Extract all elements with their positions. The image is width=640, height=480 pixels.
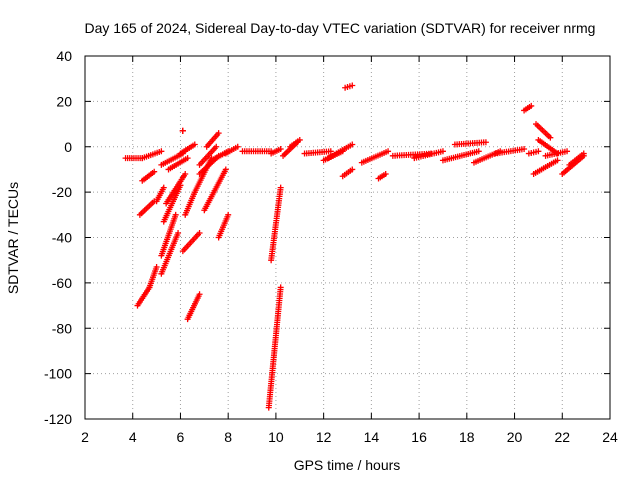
- data-point: [182, 170, 189, 177]
- data-point: [158, 148, 165, 155]
- y-tick-label: -120: [44, 411, 72, 427]
- data-point: [564, 148, 571, 155]
- data-point: [277, 146, 284, 153]
- data-point: [225, 211, 232, 218]
- x-tick-label: 2: [81, 429, 89, 445]
- data-point: [349, 166, 356, 173]
- data-point: [151, 168, 158, 175]
- data-point: [535, 148, 542, 155]
- y-tick-label: 20: [56, 93, 72, 109]
- x-axis-label: GPS time / hours: [294, 457, 401, 473]
- data-point: [196, 291, 203, 298]
- data-point: [179, 127, 186, 134]
- grid: [85, 56, 610, 419]
- x-tick-label: 24: [602, 429, 618, 445]
- y-tick-label: 0: [64, 139, 72, 155]
- y-tick-label: -80: [52, 320, 72, 336]
- data-point: [482, 139, 489, 146]
- data-point: [277, 284, 284, 291]
- x-axis-ticks: 2 4 6 8 10 12 14 16 18 20 22 24: [81, 56, 618, 445]
- data-point: [385, 148, 392, 155]
- data-point: [547, 134, 554, 141]
- data-point: [554, 157, 561, 164]
- data-point: [213, 143, 220, 150]
- x-tick-label: 12: [316, 429, 332, 445]
- y-tick-label: -60: [52, 275, 72, 291]
- x-tick-label: 4: [129, 429, 137, 445]
- x-tick-label: 8: [224, 429, 232, 445]
- data-point: [175, 229, 182, 236]
- plot-frame: [84, 55, 611, 420]
- data-point: [382, 170, 389, 177]
- x-tick-label: 16: [411, 429, 427, 445]
- x-tick-label: 22: [554, 429, 570, 445]
- data-point: [196, 229, 203, 236]
- data-point: [222, 166, 229, 173]
- data-point: [153, 263, 160, 270]
- data-point: [580, 150, 587, 157]
- x-tick-label: 18: [459, 429, 475, 445]
- data-point: [160, 184, 167, 191]
- data-point: [172, 211, 179, 218]
- y-tick-label: -40: [52, 230, 72, 246]
- x-tick-label: 20: [507, 429, 523, 445]
- x-tick-label: 6: [177, 429, 185, 445]
- y-tick-label: 40: [56, 48, 72, 64]
- data-point: [349, 141, 356, 148]
- x-tick-label: 10: [268, 429, 284, 445]
- y-axis-label: SDTVAR / TECUs: [5, 182, 21, 294]
- x-tick-label: 14: [364, 429, 380, 445]
- y-tick-label: -20: [52, 184, 72, 200]
- data-point: [521, 146, 528, 153]
- data-point: [327, 148, 334, 155]
- data-point: [339, 148, 346, 155]
- y-tick-label: -100: [44, 366, 72, 382]
- chart-title: Day 165 of 2024, Sidereal Day-to-day VTE…: [85, 20, 596, 36]
- data-point: [191, 141, 198, 148]
- data-point: [528, 102, 535, 109]
- data-points: [122, 82, 587, 411]
- data-point: [184, 155, 191, 162]
- data-point: [349, 82, 356, 89]
- data-point: [215, 130, 222, 137]
- data-point: [439, 148, 446, 155]
- data-point: [475, 148, 482, 155]
- data-point: [277, 184, 284, 191]
- y-axis-ticks: 40 20 0 -20 -40 -60 -80 -100 -120: [44, 48, 610, 427]
- data-point: [234, 143, 241, 150]
- data-point: [296, 136, 303, 143]
